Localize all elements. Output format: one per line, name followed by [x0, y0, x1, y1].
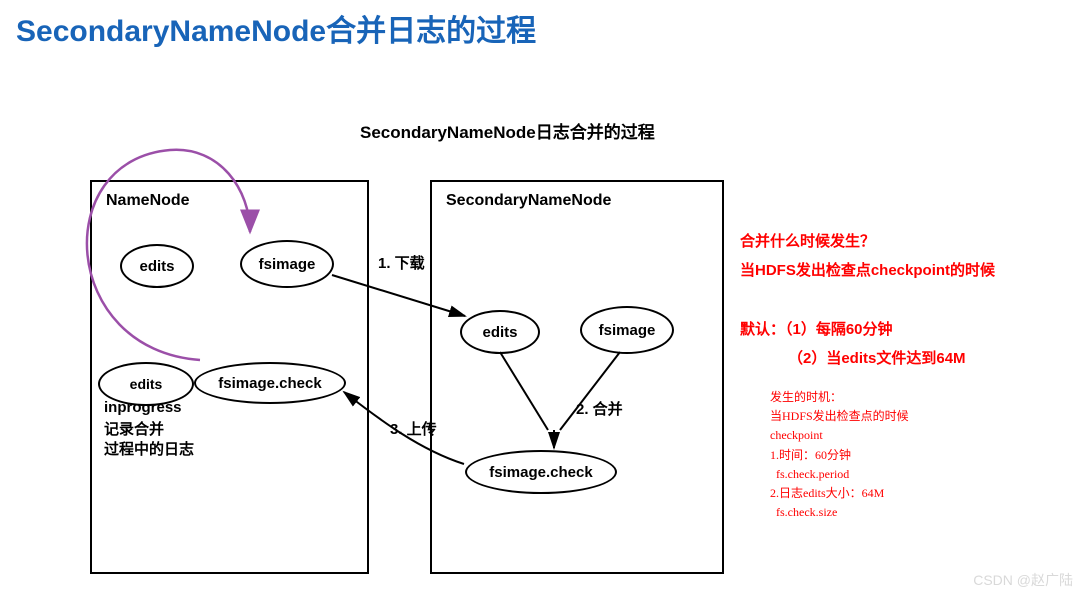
nn-edits-node: edits — [120, 244, 194, 288]
note-question: 合并什么时候发生？ 当HDFS发出检查点checkpoint的时候 — [740, 228, 995, 285]
nn-fsimage-node: fsimage — [240, 240, 334, 288]
nn-edits-inprogress-sub: inprogress — [104, 398, 182, 418]
secondary-namenode-label: SecondaryNameNode — [446, 192, 611, 210]
namenode-label: NameNode — [106, 192, 190, 210]
nn-extra-text: 记录合并 过程中的日志 — [104, 420, 194, 461]
note-q2: 当HDFS发出检查点checkpoint的时候 — [740, 262, 995, 279]
nn-fsimage-check-node: fsimage.check — [194, 362, 346, 404]
note-defaults: 默认：（1）每隔60分钟 （2）当edits文件达到64M — [740, 316, 966, 373]
note-d1: 默认：（1）每隔60分钟 — [740, 321, 893, 338]
note-d2: （2）当edits文件达到64M — [740, 350, 966, 367]
snn-fsimage-check-node: fsimage.check — [465, 450, 617, 494]
diagram-subtitle: SecondaryNameNode日志合并的过程 — [360, 118, 655, 143]
snn-fsimage-node: fsimage — [580, 306, 674, 354]
step-2-label: 2. 合并 — [576, 398, 623, 419]
note-q1: 合并什么时候发生？ — [740, 233, 875, 250]
step-1-label: 1. 下载 — [378, 252, 425, 273]
watermark: CSDN @赵广陆 — [973, 570, 1073, 590]
snn-edits-node: edits — [460, 310, 540, 354]
page-title: SecondaryNameNode合并日志的过程 — [16, 6, 536, 50]
step-3-label: 3. 上传 — [390, 418, 437, 439]
note-small: 发生的时机： 当HDFS发出检查点的时候 checkpoint 1.时间：60分… — [770, 388, 909, 522]
secondary-namenode-box — [430, 180, 724, 574]
